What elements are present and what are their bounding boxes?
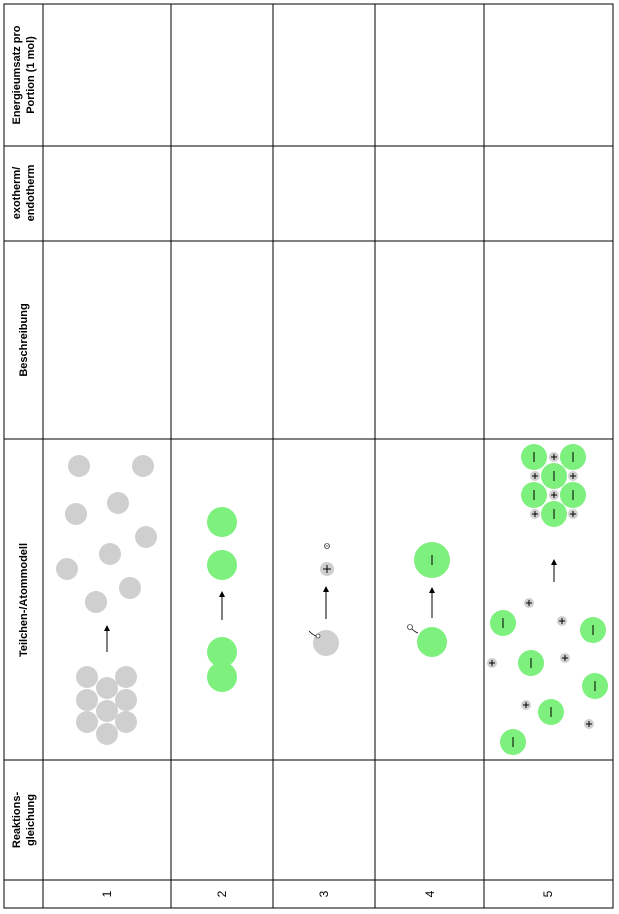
row-number-4: 4 bbox=[423, 890, 437, 897]
header-reaktionsgleichung: Reaktions- gleichung bbox=[11, 792, 37, 849]
header-energieumsatz: Energieumsatz pro Portion (1 mol) bbox=[11, 25, 37, 124]
chlorine-atom bbox=[417, 627, 447, 657]
chlorine-atom bbox=[207, 507, 237, 537]
header-reaktion-line2: gleichung bbox=[25, 794, 37, 846]
model-row-4 bbox=[407, 542, 450, 657]
header-energie-line1: Energieumsatz pro bbox=[11, 25, 23, 124]
model-row-2 bbox=[207, 507, 237, 692]
row-number-2: 2 bbox=[215, 890, 229, 897]
header-reaktion-line1: Reaktions- bbox=[11, 792, 23, 849]
metal-lattice bbox=[76, 666, 137, 745]
header-exo-line2: endotherm bbox=[25, 164, 37, 221]
header-beschreibung: Beschreibung bbox=[18, 303, 30, 376]
chlorine-atom bbox=[207, 637, 237, 667]
chlorine-atom bbox=[207, 550, 237, 580]
dissolved-ions bbox=[487, 598, 608, 755]
row-number-5: 5 bbox=[541, 890, 555, 897]
separated-atoms bbox=[56, 455, 157, 613]
model-row-1 bbox=[56, 455, 157, 745]
row-number-1: 1 bbox=[100, 890, 114, 897]
table-grid bbox=[3, 3, 614, 909]
row-number-3: 3 bbox=[317, 890, 331, 897]
metal-atom bbox=[313, 630, 339, 656]
model-row-5 bbox=[487, 444, 608, 755]
electron-icon bbox=[315, 633, 321, 639]
header-teilchenmodell: Teilchen-/Atommodell bbox=[18, 543, 30, 657]
chlorine-atom bbox=[207, 662, 237, 692]
electron-icon bbox=[407, 624, 413, 630]
header-exo-endotherm: exotherm/ endotherm bbox=[11, 164, 37, 221]
ionic-lattice bbox=[521, 444, 586, 527]
header-exo-line1: exotherm/ bbox=[11, 167, 23, 220]
model-row-3 bbox=[308, 543, 339, 656]
header-energie-line2: Portion (1 mol) bbox=[25, 36, 37, 114]
